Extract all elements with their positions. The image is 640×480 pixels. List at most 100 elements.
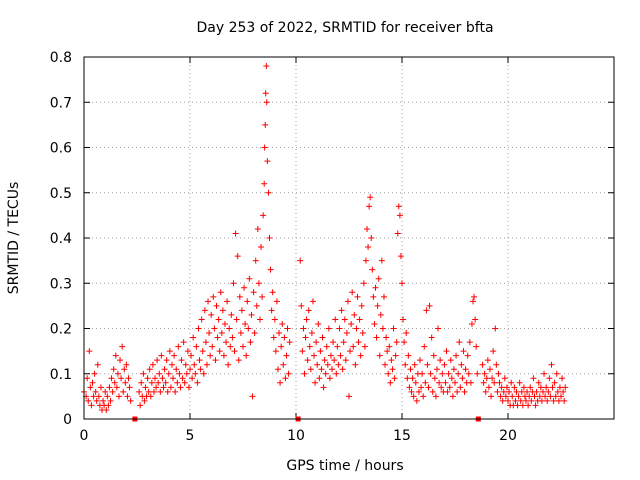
data-point	[462, 366, 469, 373]
data-point	[541, 370, 548, 377]
data-point	[466, 339, 473, 346]
data-point	[121, 366, 128, 373]
data-point	[460, 348, 467, 355]
data-point	[408, 388, 415, 395]
data-point	[373, 334, 380, 341]
data-point	[396, 212, 403, 219]
y-tick-label: 0.7	[50, 95, 72, 111]
data-point	[306, 343, 313, 350]
data-point	[465, 370, 472, 377]
data-point	[84, 375, 91, 382]
data-point	[560, 388, 567, 395]
data-point	[412, 379, 419, 386]
data-point	[459, 375, 466, 382]
data-point	[340, 339, 347, 346]
data-point	[210, 293, 217, 300]
data-point	[322, 370, 329, 377]
data-point	[158, 352, 165, 359]
data-point	[479, 361, 486, 368]
data-point	[467, 379, 474, 386]
data-point	[370, 293, 377, 300]
data-point	[413, 397, 420, 404]
data-point	[512, 397, 519, 404]
data-point	[299, 348, 306, 355]
data-point	[319, 334, 326, 341]
data-point	[258, 244, 265, 251]
data-point	[523, 397, 530, 404]
data-point	[161, 366, 168, 373]
data-point	[238, 307, 245, 314]
data-point	[183, 370, 190, 377]
data-point	[196, 357, 203, 364]
data-point	[312, 379, 319, 386]
data-point	[402, 361, 409, 368]
data-point	[119, 343, 126, 350]
data-point	[113, 384, 120, 391]
data-point	[548, 361, 555, 368]
data-point	[444, 388, 451, 395]
data-point	[150, 388, 157, 395]
data-point	[486, 366, 493, 373]
data-point	[156, 370, 163, 377]
data-point	[311, 352, 318, 359]
data-point	[361, 343, 368, 350]
data-point	[137, 402, 144, 409]
data-point	[166, 348, 173, 355]
data-point	[559, 375, 566, 382]
x-tick-label: 15	[393, 428, 411, 444]
data-point	[273, 298, 280, 305]
data-point	[223, 339, 230, 346]
data-point	[192, 370, 199, 377]
data-point	[456, 339, 463, 346]
data-point	[386, 343, 393, 350]
data-point	[253, 302, 260, 309]
data-point	[437, 357, 444, 364]
data-point	[250, 289, 257, 296]
data-point	[211, 325, 218, 332]
data-point	[105, 402, 112, 409]
data-point	[144, 375, 151, 382]
data-point	[277, 379, 284, 386]
data-point	[194, 379, 201, 386]
data-point	[117, 357, 124, 364]
data-point	[251, 330, 258, 337]
data-point	[195, 325, 202, 332]
data-point	[297, 257, 304, 264]
data-point	[138, 379, 145, 386]
data-point	[350, 343, 357, 350]
data-point	[543, 384, 550, 391]
data-point	[279, 320, 286, 327]
data-point	[218, 330, 225, 337]
data-point	[235, 357, 242, 364]
data-point	[558, 393, 564, 400]
data-point	[415, 388, 422, 395]
data-point	[405, 352, 412, 359]
data-point	[301, 370, 308, 377]
data-point	[445, 370, 452, 377]
data-point	[255, 280, 262, 287]
data-point	[180, 339, 187, 346]
y-tick-label: 0.8	[50, 50, 72, 66]
data-point	[525, 402, 532, 409]
data-point	[191, 361, 198, 368]
data-point	[424, 361, 431, 368]
data-point	[140, 370, 147, 377]
data-point	[385, 370, 392, 377]
data-point	[550, 397, 557, 404]
data-point	[428, 334, 435, 341]
data-point	[108, 375, 115, 382]
y-tick-label: 0.1	[50, 367, 72, 383]
data-point	[403, 330, 410, 337]
data-point	[379, 325, 386, 332]
data-point	[155, 379, 162, 386]
data-point	[556, 384, 563, 391]
data-point	[461, 388, 468, 395]
data-point	[217, 289, 224, 296]
data-point	[333, 370, 340, 377]
data-point	[449, 393, 456, 400]
data-point	[446, 384, 453, 391]
data-point	[520, 384, 527, 391]
data-point	[240, 343, 246, 350]
data-point	[174, 379, 181, 386]
data-point	[384, 348, 391, 355]
